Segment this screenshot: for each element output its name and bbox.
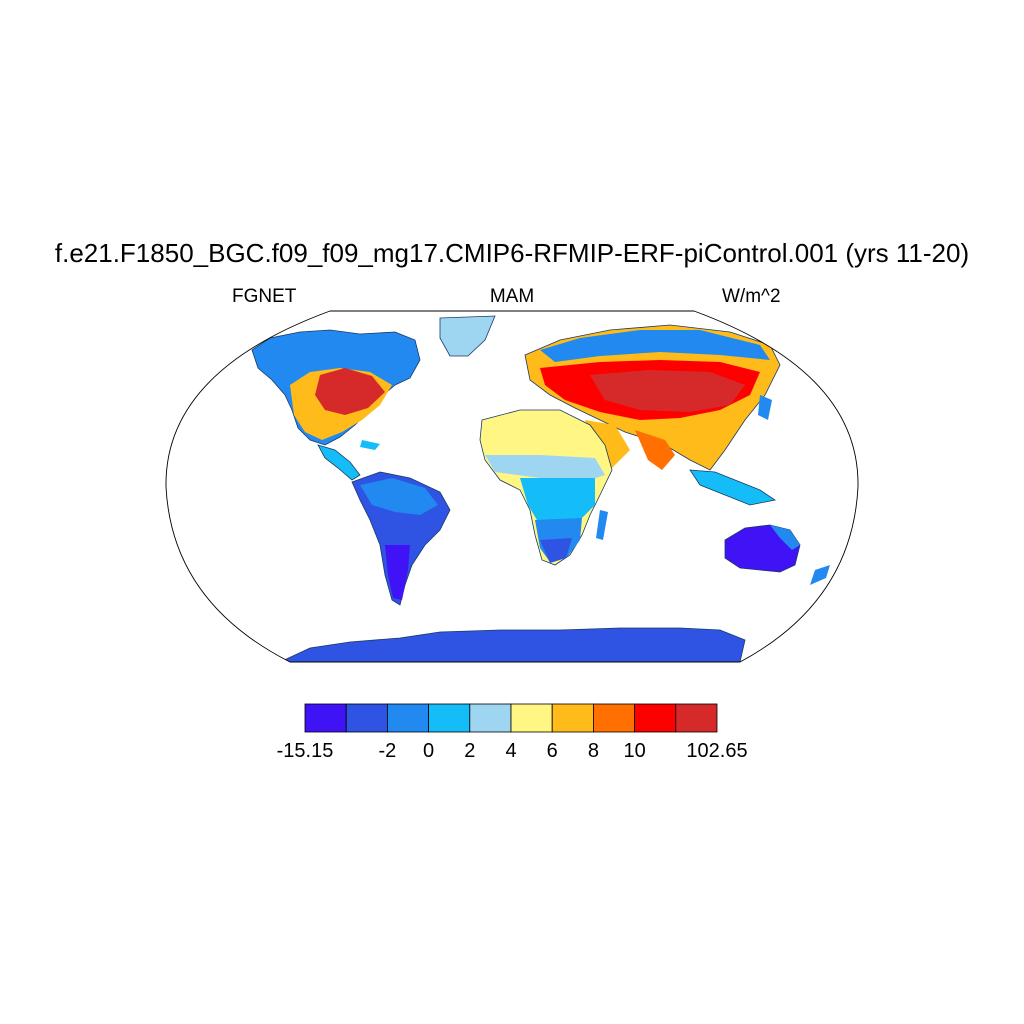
japan xyxy=(758,395,772,420)
plot-title: f.e21.F1850_BGC.f09_f09_mg17.CMIP6-RFMIP… xyxy=(54,238,970,268)
variable-label: FGNET xyxy=(232,286,297,307)
colorbar-tick-label: 8 xyxy=(587,740,599,762)
colorbar-swatch xyxy=(510,703,553,733)
arabia xyxy=(585,420,630,468)
colorbar-tick-label: 0 xyxy=(423,740,435,762)
colorbar-swatch xyxy=(634,703,677,733)
africa-central xyxy=(520,478,595,525)
colorbar-tick-label: 4 xyxy=(505,740,517,762)
colorbar-swatch xyxy=(551,703,594,733)
colorbar xyxy=(304,703,718,733)
colorbar-tick-label: 102.65 xyxy=(686,740,748,762)
new-zealand xyxy=(810,565,830,585)
colorbar-tick-label: 6 xyxy=(546,740,558,762)
central-america xyxy=(317,444,361,481)
antarctica xyxy=(279,627,746,662)
colorbar-tick-label: -15.15 xyxy=(276,740,334,762)
colorbar-tick-label: 2 xyxy=(464,740,476,762)
colorbar-swatch xyxy=(345,703,388,733)
units-label: W/m^2 xyxy=(722,286,781,307)
colorbar-swatch xyxy=(304,703,347,733)
madagascar xyxy=(596,510,608,540)
africa-tip xyxy=(540,538,572,563)
colorbar-swatch xyxy=(675,703,718,733)
colorbar-tick-label: -2 xyxy=(378,740,397,762)
south-asia xyxy=(635,430,675,470)
colorbar-swatch xyxy=(593,703,636,733)
colorbar-swatch xyxy=(469,703,512,733)
season-label: MAM xyxy=(489,286,535,307)
colorbar-tick-label: 10 xyxy=(623,740,646,762)
patagonia xyxy=(385,545,410,600)
globe-outline xyxy=(165,310,859,663)
caribbean xyxy=(360,440,380,450)
colorbar-swatch xyxy=(386,703,429,733)
se-asia xyxy=(689,469,777,506)
eurasia-hot xyxy=(590,370,745,412)
africa-sahel xyxy=(485,455,605,480)
north-america-hot xyxy=(315,368,385,415)
eurasia-north xyxy=(540,330,770,362)
greenland xyxy=(439,315,496,357)
south-america-light xyxy=(360,478,438,515)
colorbar-swatch xyxy=(428,703,471,733)
australia-edge xyxy=(770,525,800,550)
